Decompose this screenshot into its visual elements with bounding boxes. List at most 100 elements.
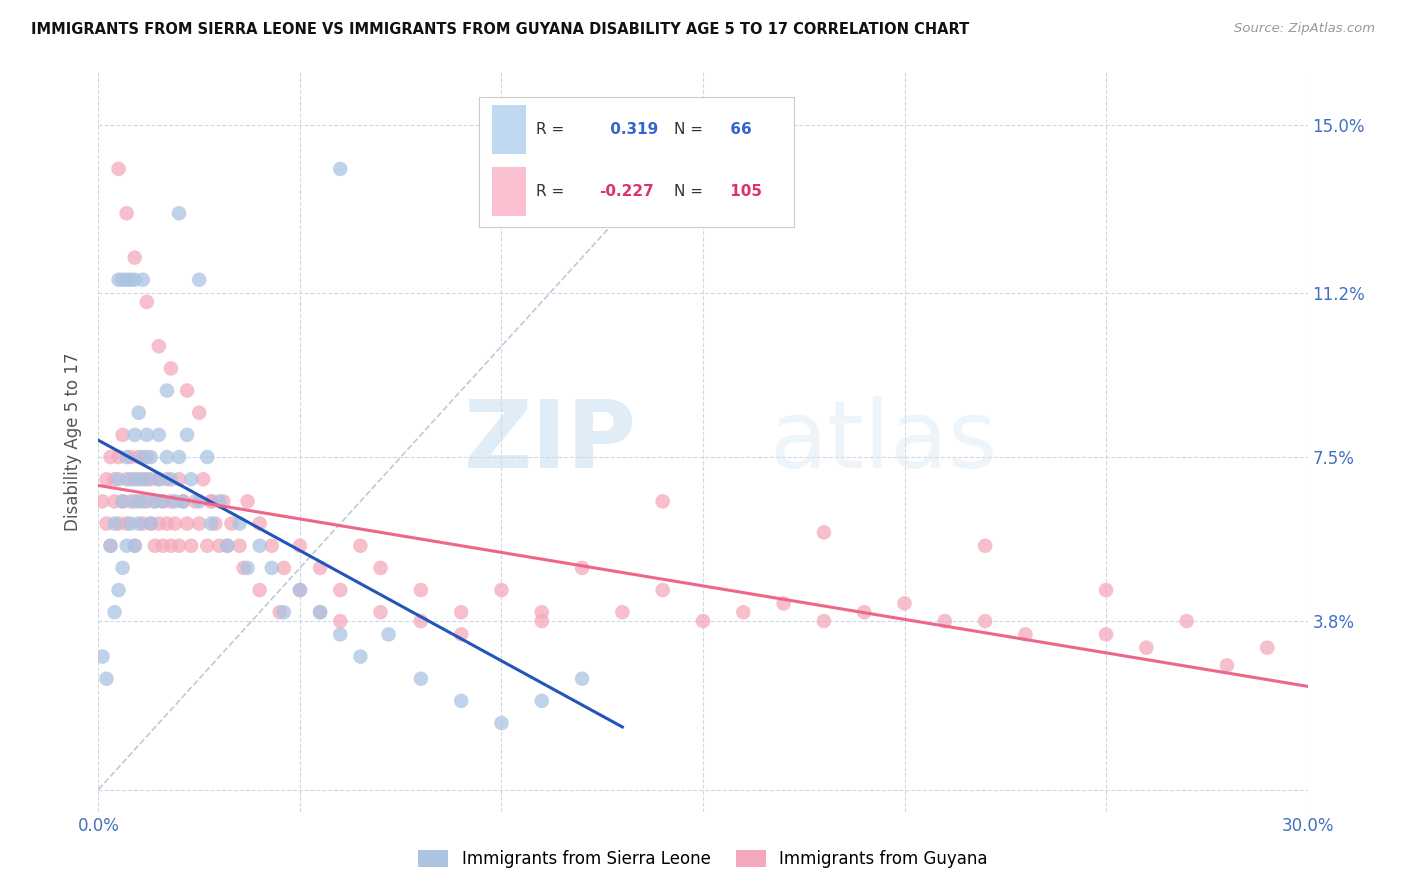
Point: [128, 450, 150, 464]
Point: [370, 561, 392, 575]
Point: [135, 450, 157, 464]
Point: [288, 582, 311, 597]
Point: [163, 494, 186, 508]
Point: [1256, 640, 1278, 655]
Point: [156, 472, 179, 486]
Y-axis label: Disability Age 5 to 17: Disability Age 5 to 17: [65, 352, 83, 531]
Point: [135, 472, 157, 486]
Point: [148, 428, 170, 442]
Point: [96, 472, 118, 486]
Point: [139, 450, 162, 464]
Point: [853, 605, 876, 619]
Point: [160, 494, 183, 508]
Point: [107, 472, 129, 486]
Point: [120, 450, 142, 464]
Point: [107, 516, 129, 531]
Point: [184, 494, 207, 508]
Point: [228, 516, 250, 531]
Point: [115, 206, 138, 220]
Point: [143, 494, 166, 508]
Point: [1135, 640, 1157, 655]
Point: [96, 672, 118, 686]
Point: [167, 472, 190, 486]
Point: [103, 494, 125, 508]
Point: [217, 539, 239, 553]
Point: [148, 472, 170, 486]
Point: [160, 361, 183, 376]
Point: [107, 161, 129, 176]
Point: [100, 450, 122, 464]
Point: [409, 614, 432, 628]
Point: [135, 494, 157, 508]
Point: [249, 539, 271, 553]
Point: [124, 251, 146, 265]
Point: [128, 472, 150, 486]
Point: [120, 273, 142, 287]
Text: atlas: atlas: [769, 395, 998, 488]
Point: [156, 516, 179, 531]
Point: [124, 539, 146, 553]
Point: [148, 339, 170, 353]
Point: [934, 614, 956, 628]
Point: [772, 596, 794, 610]
Point: [188, 494, 211, 508]
Point: [612, 605, 634, 619]
Point: [135, 294, 157, 309]
Text: IMMIGRANTS FROM SIERRA LEONE VS IMMIGRANTS FROM GUYANA DISABILITY AGE 5 TO 17 CO: IMMIGRANTS FROM SIERRA LEONE VS IMMIGRAN…: [31, 22, 969, 37]
Point: [103, 605, 125, 619]
Point: [160, 539, 183, 553]
Point: [139, 472, 162, 486]
Point: [176, 428, 198, 442]
Point: [893, 596, 915, 610]
Point: [571, 672, 593, 686]
Point: [370, 605, 392, 619]
Point: [120, 516, 142, 531]
Point: [491, 582, 513, 597]
Point: [115, 273, 138, 287]
Point: [103, 516, 125, 531]
Point: [124, 273, 146, 287]
Point: [813, 525, 835, 540]
Point: [200, 494, 222, 508]
Point: [530, 694, 553, 708]
Point: [100, 539, 122, 553]
Point: [148, 472, 170, 486]
Point: [167, 539, 190, 553]
Point: [176, 516, 198, 531]
Point: [115, 516, 138, 531]
Point: [135, 428, 157, 442]
Point: [139, 516, 162, 531]
Point: [111, 494, 134, 508]
Point: [377, 627, 399, 641]
Point: [176, 384, 198, 398]
Point: [208, 494, 231, 508]
Point: [269, 605, 291, 619]
Point: [143, 539, 166, 553]
Point: [148, 516, 170, 531]
Point: [188, 516, 211, 531]
Point: [107, 582, 129, 597]
Point: [236, 561, 259, 575]
Point: [1175, 614, 1198, 628]
Point: [530, 605, 553, 619]
Point: [1095, 582, 1118, 597]
Point: [115, 472, 138, 486]
Point: [409, 582, 432, 597]
Point: [204, 516, 226, 531]
Point: [813, 614, 835, 628]
Point: [195, 450, 218, 464]
Point: [450, 694, 472, 708]
Point: [273, 561, 295, 575]
Point: [1216, 658, 1239, 673]
Text: Source: ZipAtlas.com: Source: ZipAtlas.com: [1234, 22, 1375, 36]
Point: [212, 494, 235, 508]
Point: [208, 539, 231, 553]
Point: [132, 450, 155, 464]
Point: [96, 516, 118, 531]
Point: [1014, 627, 1036, 641]
Point: [188, 273, 211, 287]
Point: [128, 494, 150, 508]
Point: [309, 561, 332, 575]
Point: [329, 582, 352, 597]
Point: [228, 539, 250, 553]
